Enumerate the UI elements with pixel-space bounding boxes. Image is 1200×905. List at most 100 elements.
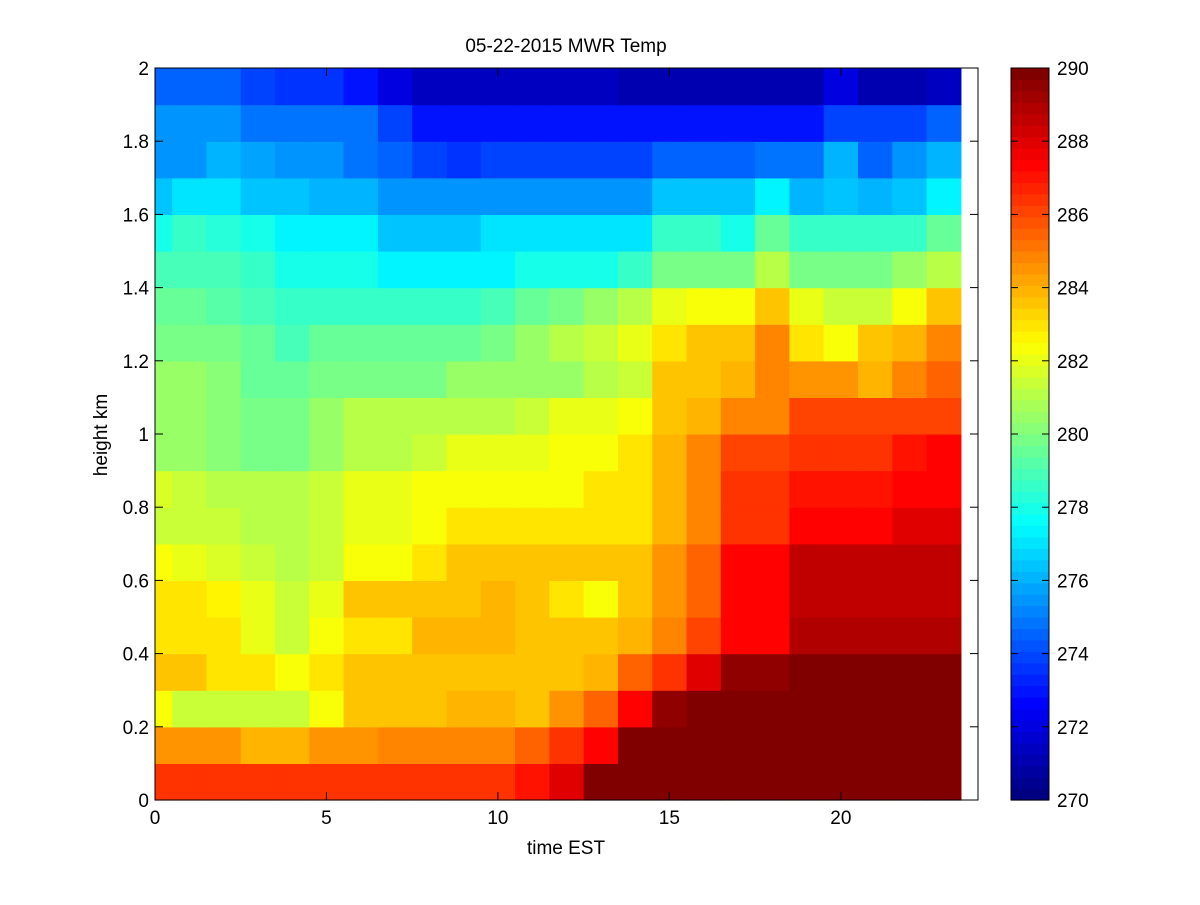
heatmap-cell bbox=[309, 141, 345, 179]
heatmap-cell bbox=[309, 617, 345, 655]
heatmap-cell bbox=[823, 287, 859, 325]
colorbar-segment bbox=[1011, 479, 1049, 492]
heatmap-cell bbox=[275, 507, 310, 545]
heatmap-cell bbox=[652, 580, 688, 618]
heatmap-cell bbox=[617, 397, 653, 435]
heatmap-cell bbox=[240, 690, 276, 728]
heatmap-cell bbox=[240, 580, 276, 618]
colorbar-tick-label: 274 bbox=[1057, 645, 1089, 666]
x-tick-label: 0 bbox=[150, 808, 161, 829]
heatmap-cell bbox=[857, 177, 893, 215]
heatmap-cell bbox=[275, 68, 310, 106]
heatmap-cell bbox=[720, 763, 756, 801]
heatmap-cell bbox=[892, 726, 928, 764]
heatmap-cell bbox=[823, 177, 859, 215]
heatmap-cell bbox=[617, 580, 653, 618]
heatmap-cell bbox=[240, 177, 276, 215]
heatmap-cell bbox=[583, 360, 619, 398]
heatmap-cell bbox=[686, 763, 722, 801]
colorbar-segment bbox=[1011, 388, 1049, 401]
colorbar-segment bbox=[1011, 331, 1049, 344]
heatmap-cell bbox=[652, 214, 688, 252]
heatmap-cell bbox=[755, 324, 790, 362]
colorbar-segment bbox=[1011, 353, 1049, 366]
heatmap-cell bbox=[755, 177, 790, 215]
heatmap-cell bbox=[206, 141, 242, 179]
heatmap-cell bbox=[412, 68, 448, 106]
heatmap-cell bbox=[155, 360, 173, 398]
heatmap-cell bbox=[309, 287, 345, 325]
heatmap-cell bbox=[206, 470, 242, 508]
heatmap-cell bbox=[720, 104, 756, 142]
heatmap-cell bbox=[275, 470, 310, 508]
heatmap-cell bbox=[652, 690, 688, 728]
heatmap-cell bbox=[343, 251, 379, 289]
heatmap-cell bbox=[857, 141, 893, 179]
heatmap-cell bbox=[549, 360, 585, 398]
heatmap-cell bbox=[652, 470, 688, 508]
heatmap-cell bbox=[720, 470, 756, 508]
colorbar-ticks: 270 272 274 276 278 280 282 284 286 288 290 bbox=[1011, 59, 1089, 812]
y-tick-label: 1.4 bbox=[123, 279, 150, 300]
heatmap-cell bbox=[926, 360, 962, 398]
heatmap-cell bbox=[240, 507, 276, 545]
heatmap-cell bbox=[720, 653, 756, 691]
heatmap-cell bbox=[377, 543, 413, 581]
heatmap-cell bbox=[583, 104, 619, 142]
heatmap-cell bbox=[549, 726, 585, 764]
colorbar-segment bbox=[1011, 628, 1049, 641]
heatmap-cell bbox=[617, 287, 653, 325]
x-tick-label: 15 bbox=[659, 808, 680, 829]
heatmap-cell bbox=[377, 470, 413, 508]
heatmap-cell bbox=[206, 68, 242, 106]
heatmap-cell bbox=[583, 726, 619, 764]
heatmap-cell bbox=[823, 360, 859, 398]
colorbar-tick-label: 288 bbox=[1057, 132, 1089, 153]
heatmap-cell bbox=[823, 324, 859, 362]
heatmap-cell bbox=[549, 251, 585, 289]
heatmap-cell bbox=[823, 507, 859, 545]
heatmap-cell bbox=[720, 251, 756, 289]
heatmap-cell bbox=[309, 507, 345, 545]
heatmap-cell bbox=[857, 470, 893, 508]
heatmap-cell bbox=[720, 507, 756, 545]
heatmap-cell bbox=[789, 141, 825, 179]
heatmap-cell bbox=[172, 543, 208, 581]
heatmap-cell bbox=[549, 324, 585, 362]
heatmap-cell bbox=[446, 617, 482, 655]
heatmap-cell bbox=[617, 141, 653, 179]
y-tick-label: 0.4 bbox=[123, 645, 150, 666]
heatmap-cell bbox=[892, 251, 928, 289]
heatmap-cell bbox=[377, 763, 413, 801]
heatmap-cell bbox=[206, 104, 242, 142]
heatmap-cell bbox=[515, 763, 550, 801]
heatmap-cell bbox=[309, 434, 345, 472]
heatmap-cell bbox=[155, 214, 173, 252]
heatmap-cell bbox=[309, 543, 345, 581]
colorbar-segment bbox=[1011, 719, 1049, 732]
y-tick-label: 1 bbox=[138, 425, 149, 446]
heatmap-cell bbox=[412, 653, 448, 691]
heatmap-cell bbox=[377, 507, 413, 545]
colorbar-segment bbox=[1011, 239, 1049, 252]
heatmap-cell bbox=[480, 580, 516, 618]
heatmap-cell bbox=[206, 690, 242, 728]
heatmap-cell bbox=[789, 251, 825, 289]
heatmap-cell bbox=[172, 580, 208, 618]
heatmap-cell bbox=[892, 763, 928, 801]
x-axis-label: time EST bbox=[527, 838, 606, 859]
heatmap-cell bbox=[823, 251, 859, 289]
heatmap-cell bbox=[789, 726, 825, 764]
colorbar-segment bbox=[1011, 262, 1049, 275]
colorbar-segment bbox=[1011, 273, 1049, 286]
heatmap-cell bbox=[515, 141, 550, 179]
colorbar-segment bbox=[1011, 125, 1049, 138]
heatmap-cell bbox=[412, 690, 448, 728]
heatmap-cell bbox=[155, 434, 173, 472]
colorbar-segment bbox=[1011, 319, 1049, 332]
heatmap-cell bbox=[686, 287, 722, 325]
heatmap-cell bbox=[549, 104, 585, 142]
heatmap-cell bbox=[309, 397, 345, 435]
heatmap-cell bbox=[617, 617, 653, 655]
heatmap-cell bbox=[617, 507, 653, 545]
